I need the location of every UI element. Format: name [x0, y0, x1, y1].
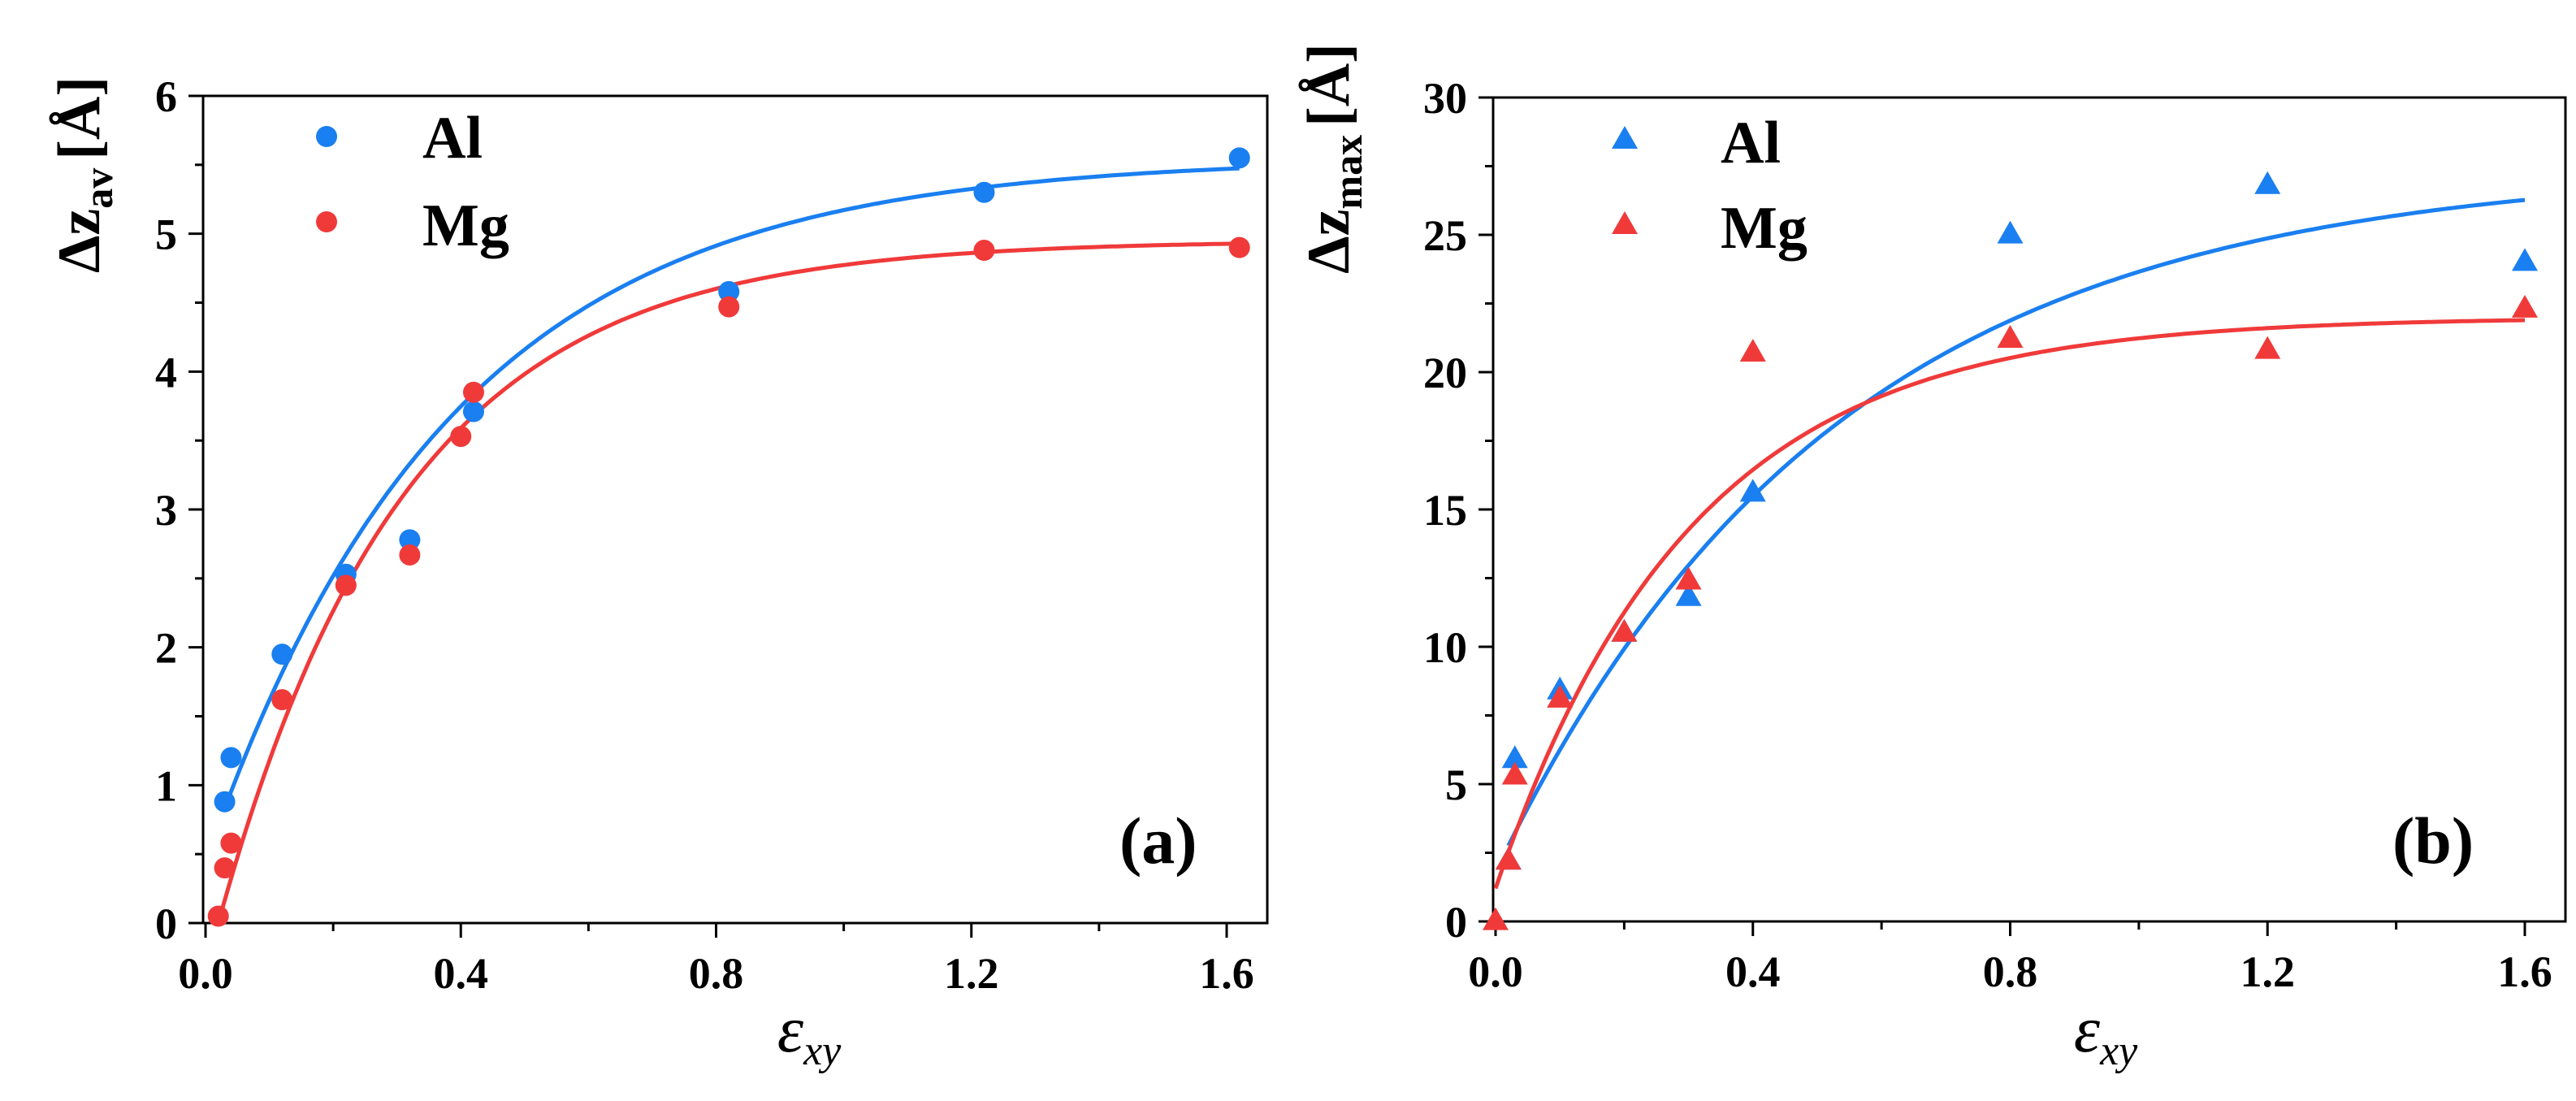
panel-b-point-mg — [1997, 325, 2024, 349]
panel-b-point-mg — [1483, 907, 1509, 930]
panel-a-x-tick-label: 1.6 — [1199, 949, 1254, 998]
panel-b-point-mg — [1495, 847, 1522, 870]
panel-a-y-tick-label: 5 — [155, 210, 177, 259]
panel-b-fit-al — [1506, 197, 2526, 847]
panel-a-point-mg — [207, 905, 229, 927]
panel-b-legend-al-label: Al — [1721, 110, 1781, 176]
panel-a-point-al — [973, 181, 995, 203]
panel-a-legend: Al Mg — [316, 105, 509, 259]
panel-a-x-tick-label: 0.0 — [178, 949, 233, 998]
panel-b-plot-frame — [1491, 96, 2567, 923]
panel-a-chart: 0.0 0.4 0.8 1.2 1.6 0 1 2 3 4 5 6 Δzav[Å] εxy Al Mg… — [46, 72, 1269, 1074]
panel-a-y-tick-label: 3 — [155, 486, 177, 535]
panel-b-point-mg — [1675, 566, 1702, 590]
panel-a-y-tick-label: 4 — [155, 348, 177, 397]
panel-b-y-tick-label: 20 — [1423, 349, 1467, 397]
panel-a-point-al — [271, 644, 293, 665]
panel-b-chart: 0.0 0.4 0.8 1.2 1.6 0 5 10 15 20 25 30 Δzmax[Å] εxy… — [1296, 43, 2567, 1074]
panel-b-y-tick-label: 25 — [1423, 211, 1467, 260]
panel-a-x-tick-label: 0.8 — [689, 949, 744, 998]
panel-b-point-mg — [1501, 761, 1528, 785]
panel-a-y-tick-label: 1 — [155, 761, 177, 810]
panel-b-y-tick-label: 15 — [1423, 486, 1467, 535]
panel-a-point-mg — [973, 240, 995, 262]
panel-a-x-label: εxy — [777, 992, 842, 1074]
panel-a-y-tick-label: 6 — [155, 72, 177, 121]
panel-b-x-label: εxy — [2074, 992, 2138, 1074]
panel-b-x-tick-label: 1.2 — [2240, 947, 2296, 996]
panel-a-legend-al-marker — [316, 126, 337, 147]
panel-b-y-tick-label: 10 — [1423, 623, 1467, 672]
panel-b-fit-mg — [1493, 318, 2526, 890]
panel-b-point-mg — [1547, 684, 1574, 708]
panel-a-point-mg — [718, 296, 740, 318]
panel-a-y-tick-label: 2 — [155, 624, 177, 673]
panel-b-point-al — [2512, 248, 2538, 271]
panel-b-legend-mg-marker — [1612, 211, 1638, 234]
panel-b-y-tick-label: 5 — [1445, 761, 1467, 809]
panel-b-x-tick-label: 0.4 — [1725, 947, 1781, 996]
panel-b-point-al — [1739, 479, 1766, 502]
panel-a-tag: (a) — [1119, 804, 1197, 878]
panel-a-plot-frame — [201, 94, 1269, 925]
panel-b-legend-mg-label: Mg — [1721, 195, 1808, 262]
panel-b-point-mg — [1611, 618, 1638, 642]
panel-a-y-tick-label: 0 — [155, 899, 177, 948]
panel-b-point-mg — [1739, 338, 1766, 362]
panel-a-point-mg — [271, 689, 293, 711]
panel-b-legend-al-marker — [1612, 126, 1638, 149]
panel-b-y-tick-label: 30 — [1423, 74, 1467, 123]
panel-b-point-mg — [2512, 294, 2538, 318]
panel-a-point-mg — [399, 544, 421, 566]
panel-a-point-mg — [214, 857, 236, 879]
panel-a-point-al — [220, 747, 242, 769]
panel-b-y-label: Δzmax[Å] — [1296, 43, 1370, 274]
panel-a-point-mg — [335, 574, 357, 596]
panel-b-x-tick-label: 1.6 — [2497, 947, 2552, 996]
panel-b-x-tick-label: 0.8 — [1983, 947, 2038, 996]
panel-b-point-mg — [2254, 336, 2281, 359]
panel-a-point-mg — [220, 832, 242, 854]
panel-a-point-al — [1228, 147, 1250, 169]
panel-a-fit-al — [223, 166, 1240, 809]
panel-a-axes: 0.0 0.4 0.8 1.2 1.6 0 1 2 3 4 5 6 — [155, 72, 1269, 998]
panel-a-point-al — [462, 401, 484, 423]
panel-a-point-al — [399, 529, 421, 551]
panel-b-point-al — [1997, 220, 2024, 244]
panel-b-tag: (b) — [2392, 804, 2474, 878]
panel-a-point-al — [718, 280, 740, 302]
panel-a-legend-mg-marker — [316, 211, 337, 232]
panel-a-data-points — [207, 147, 1250, 927]
panel-a-y-label: Δzav[Å] — [46, 76, 121, 273]
panel-a-point-mg — [450, 426, 472, 448]
panel-b-point-al — [1501, 745, 1528, 769]
panel-a-point-mg — [462, 381, 484, 403]
panel-b-data-points — [1483, 171, 2538, 930]
panel-b-axes: 0.0 0.4 0.8 1.2 1.6 0 5 10 15 20 25 30 — [1423, 74, 2567, 996]
panel-b-legend: Al Mg — [1612, 110, 1808, 262]
panel-a-x-tick-label: 1.2 — [944, 949, 999, 998]
panel-b-y-tick-label: 0 — [1445, 898, 1467, 947]
panel-a-legend-al-label: Al — [422, 105, 483, 171]
panel-b-point-al — [2254, 171, 2281, 194]
panel-b-point-al — [1675, 583, 1702, 606]
panel-a-legend-mg-label: Mg — [422, 193, 509, 259]
panel-a-point-al — [214, 791, 236, 813]
panel-b-fit-curves — [1493, 197, 2526, 890]
panel-a-fit-mg — [216, 241, 1240, 924]
panel-b-x-tick-label: 0.0 — [1468, 947, 1523, 996]
panel-a-x-tick-label: 0.4 — [434, 949, 489, 998]
panel-a-point-mg — [1228, 236, 1250, 258]
